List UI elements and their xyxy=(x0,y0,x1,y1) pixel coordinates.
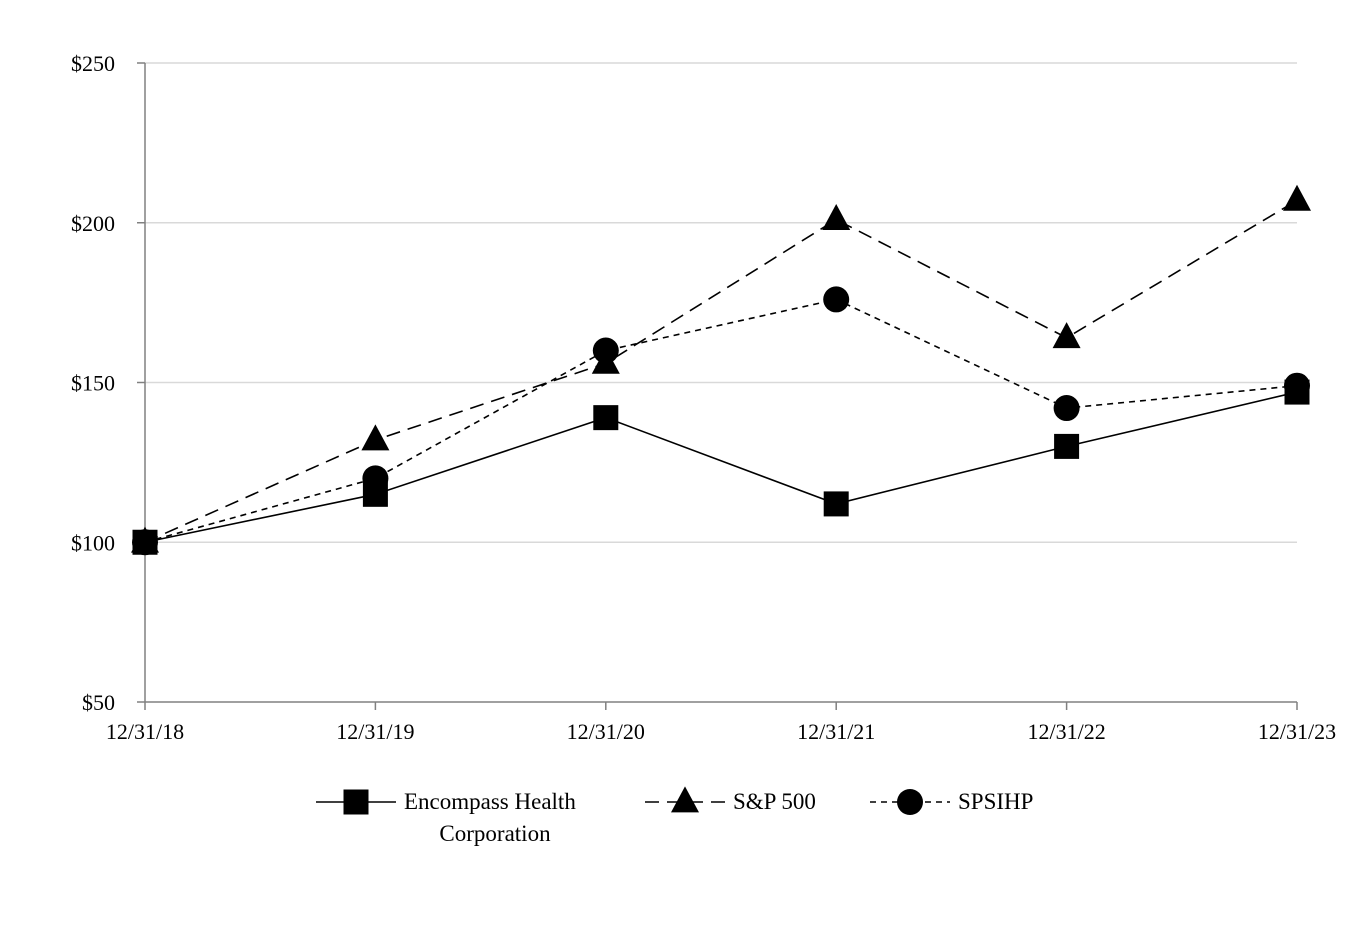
x-tick-label: 12/31/23 xyxy=(1258,719,1336,744)
legend: Encompass Health Corporation S&P 500 SPSIHP xyxy=(316,786,1033,846)
data-point-encompass-health-corporation xyxy=(362,481,388,507)
legend-marker-square xyxy=(343,789,369,815)
data-point-spsihp xyxy=(1053,395,1080,422)
y-tick-label: $150 xyxy=(71,371,115,396)
series-line-spsihp xyxy=(144,298,1298,544)
data-point-encompass-health-corporation xyxy=(823,491,849,517)
data-point-spsihp xyxy=(823,286,850,313)
data-point-s-p-500 xyxy=(822,203,851,230)
legend-marker-circle xyxy=(897,789,923,815)
data-point-encompass-health-corporation xyxy=(1284,379,1310,405)
y-tick-label: $200 xyxy=(71,211,115,236)
series-line-s-p-500 xyxy=(144,199,1298,543)
legend-item-spsihp: SPSIHP xyxy=(870,789,1033,815)
data-point-s-p-500 xyxy=(1052,322,1081,349)
legend-label: SPSIHP xyxy=(958,789,1033,814)
x-tick-label: 12/31/20 xyxy=(567,719,645,744)
y-tick-label: $50 xyxy=(82,690,115,715)
data-point-s-p-500 xyxy=(361,424,390,451)
x-tick-label: 12/31/21 xyxy=(797,719,875,744)
gridlines xyxy=(145,62,1297,543)
y-tick-label: $100 xyxy=(71,530,115,555)
series-line-encompass-health-corporation xyxy=(144,391,1298,544)
x-tick-label: 12/31/19 xyxy=(336,719,414,744)
data-point-s-p-500 xyxy=(1283,184,1311,211)
legend-item-encompass-health-corporation: Encompass Health Corporation xyxy=(316,789,576,846)
legend-marker-triangle xyxy=(671,786,699,813)
data-point-encompass-health-corporation xyxy=(593,405,619,431)
x-tick-label: 12/31/22 xyxy=(1027,719,1105,744)
data-point-encompass-health-corporation xyxy=(1054,433,1080,459)
y-tick-label: $250 xyxy=(71,51,115,76)
data-point-s-p-500 xyxy=(591,347,620,374)
legend-item-s-p-500: S&P 500 xyxy=(645,786,816,814)
legend-label: Encompass Health xyxy=(404,789,576,814)
x-axis-ticks: 12/31/18 12/31/19 12/31/20 12/31/21 12/31/22… xyxy=(106,702,1336,744)
series-group xyxy=(131,184,1311,556)
legend-label: S&P 500 xyxy=(733,789,816,814)
x-tick-label: 12/31/18 xyxy=(106,719,184,744)
y-axis-ticks: $50 $100 $150 $200 $250 xyxy=(71,51,145,715)
data-point-encompass-health-corporation xyxy=(132,529,158,555)
legend-label: Corporation xyxy=(439,821,551,846)
